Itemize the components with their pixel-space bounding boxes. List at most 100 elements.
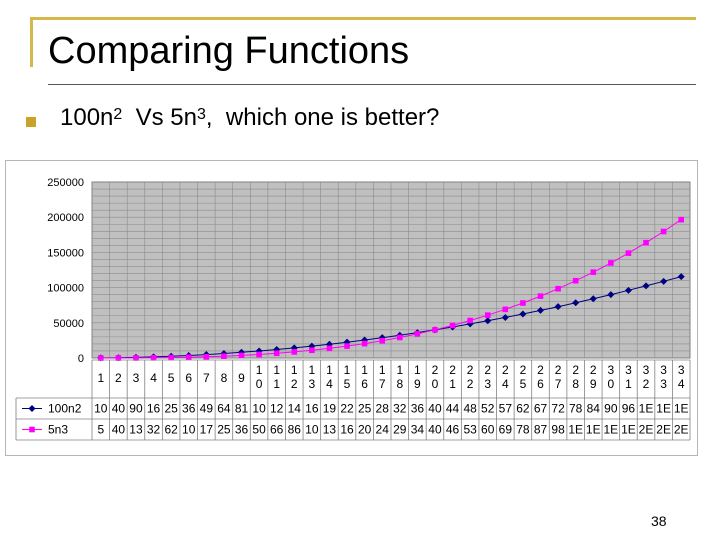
data-table-value: 49: [200, 402, 214, 416]
data-table-value: 13: [323, 423, 337, 437]
frame-top-rule: [30, 17, 696, 20]
x-category-label: 2: [115, 371, 122, 385]
data-point-5n3: [643, 239, 649, 246]
data-table-value: 2E: [674, 423, 689, 437]
data-point-100n2: [554, 303, 562, 311]
data-table-value: 1E: [656, 402, 671, 416]
data-point-5n3: [414, 331, 421, 337]
data-table-value: 40: [112, 402, 126, 416]
y-tick-label: 150000: [47, 247, 84, 259]
data-table-value: 25: [358, 402, 372, 416]
data-table-value: 78: [569, 402, 583, 416]
data-point-5n3: [572, 277, 579, 284]
y-tick-label: 50000: [53, 318, 84, 330]
y-tick-label: 100000: [47, 283, 84, 295]
y-tick-label: 0: [78, 353, 84, 365]
data-table-value: 16: [305, 402, 319, 416]
data-point-5n3: [133, 355, 139, 361]
data-point-5n3: [432, 327, 438, 333]
data-table-value: 19: [323, 402, 337, 416]
data-table-value: 96: [622, 402, 636, 416]
data-table-value: 86: [288, 423, 302, 437]
data-point-5n3: [660, 228, 667, 235]
data-point-5n3: [625, 250, 632, 256]
x-category-label: 7: [203, 371, 210, 385]
data-point-5n3: [379, 337, 386, 344]
data-table-value: 12: [270, 402, 284, 416]
data-table-value: 25: [217, 423, 231, 437]
data-table-value: 87: [534, 423, 548, 437]
data-point-5n3: [168, 354, 174, 361]
data-table-value: 1E: [586, 423, 601, 437]
x-category-label: 9: [238, 371, 245, 385]
bullet-square-icon: [26, 117, 36, 127]
data-point-5n3: [291, 349, 298, 355]
data-point-5n3: [221, 353, 227, 359]
data-point-5n3: [590, 269, 597, 275]
data-point-100n2: [484, 317, 492, 325]
data-table-value: 34: [411, 423, 425, 437]
data-table-value: 90: [604, 402, 618, 416]
data-table-value: 90: [129, 402, 143, 416]
data-point-5n3: [449, 322, 456, 329]
x-category-label: 1: [97, 371, 104, 385]
data-table-value: 25: [164, 402, 178, 416]
series-line-100n2: [100, 276, 682, 359]
data-point-100n2: [519, 310, 527, 318]
data-point-5n3: [484, 312, 491, 318]
bullet-text: 100n2 Vs 5n3, which one is better?: [60, 104, 439, 132]
data-point-5n3: [555, 285, 561, 292]
data-table-value: 22: [340, 402, 354, 416]
data-table-value: 32: [393, 402, 407, 416]
data-table-value: 40: [428, 423, 442, 437]
series-line-5n3: [100, 219, 682, 359]
data-table-value: 53: [463, 423, 477, 437]
slide-title: Comparing Functions: [48, 30, 410, 72]
data-table-value: 1E: [568, 423, 583, 437]
title-underline: [48, 84, 696, 85]
data-point-5n3: [537, 293, 544, 299]
data-table-value: 2E: [639, 423, 654, 437]
data-point-100n2: [624, 286, 632, 294]
data-point-5n3: [502, 306, 509, 313]
data-point-100n2: [589, 295, 597, 303]
data-point-100n2: [572, 299, 580, 307]
data-point-100n2: [308, 342, 316, 350]
data-table-value: 10: [94, 402, 108, 416]
data-point-5n3: [520, 300, 526, 306]
data-point-5n3: [97, 355, 104, 361]
frame-left-rule: [30, 17, 33, 67]
data-point-5n3: [203, 353, 210, 360]
data-point-100n2: [378, 334, 386, 342]
data-table-value: 84: [587, 402, 601, 416]
data-table-value: 40: [112, 423, 126, 437]
data-point-100n2: [537, 306, 544, 314]
data-table-value: 52: [481, 402, 495, 416]
legend-label-5n3: 5n3: [48, 423, 68, 437]
data-point-100n2: [642, 282, 650, 290]
bullet-text-part-3: , which one is better?: [205, 104, 440, 131]
data-point-5n3: [150, 354, 157, 361]
y-tick-label: 250000: [47, 177, 84, 189]
data-table-value: 64: [217, 402, 231, 416]
data-point-5n3: [256, 351, 262, 358]
data-table-value: 1E: [621, 423, 636, 437]
